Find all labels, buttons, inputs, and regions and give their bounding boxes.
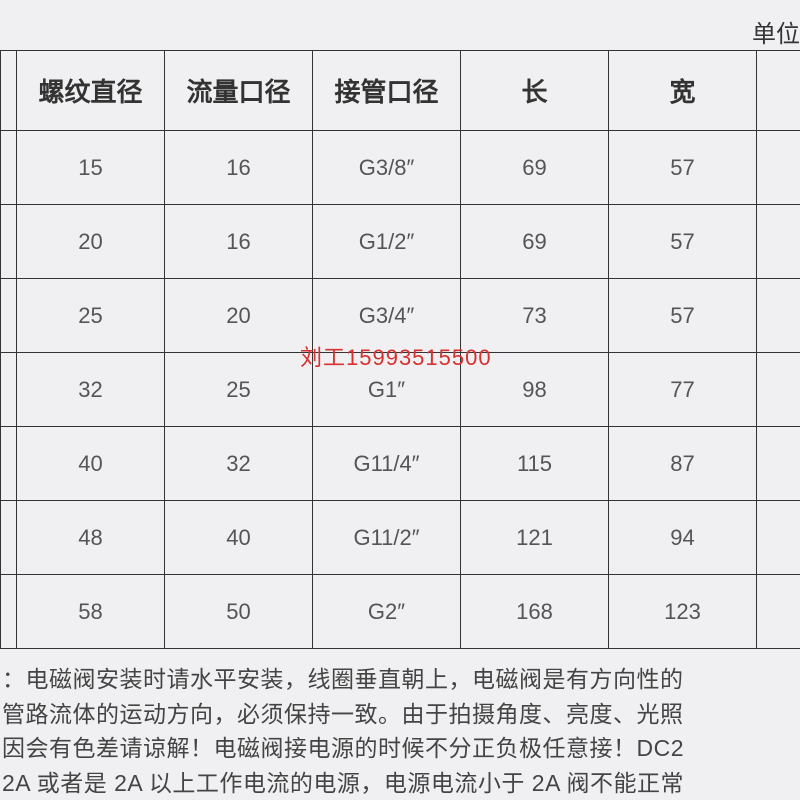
cell: 20 <box>165 279 313 353</box>
stub-cell <box>1 205 17 279</box>
col-header: 流量口径 <box>165 51 313 131</box>
cell: 58 <box>17 575 165 649</box>
cell: G1/2″ <box>313 205 461 279</box>
cell: G2″ <box>313 575 461 649</box>
col-header: 长 <box>461 51 609 131</box>
cell: 16 <box>165 205 313 279</box>
table-row: 40 32 G11/4″ 115 87 <box>1 427 800 501</box>
table-row: 48 40 G11/2″ 121 94 <box>1 501 800 575</box>
spec-table-container: 螺纹直径 流量口径 接管口径 长 宽 15 16 G3/8″ 69 57 20 <box>0 50 800 649</box>
cell: 77 <box>609 353 757 427</box>
stub-cell <box>1 427 17 501</box>
cell: 16 <box>165 131 313 205</box>
footnote-line: 管路流体的运动方向，必须保持一致。由于拍摄角度、亮度、光照 <box>2 697 798 732</box>
cell: 40 <box>165 501 313 575</box>
stub-cell <box>757 279 800 353</box>
table-row: 58 50 G2″ 168 123 <box>1 575 800 649</box>
table-row: 25 20 G3/4″ 73 57 <box>1 279 800 353</box>
stub-cell <box>1 131 17 205</box>
spec-table: 螺纹直径 流量口径 接管口径 长 宽 15 16 G3/8″ 69 57 20 <box>0 50 800 649</box>
cell: 69 <box>461 205 609 279</box>
cell: G3/4″ <box>313 279 461 353</box>
stub-cell <box>757 501 800 575</box>
cell: 57 <box>609 279 757 353</box>
cell: 57 <box>609 131 757 205</box>
cell: 69 <box>461 131 609 205</box>
cell: G3/8″ <box>313 131 461 205</box>
cell: 123 <box>609 575 757 649</box>
cell: 48 <box>17 501 165 575</box>
cell: 98 <box>461 353 609 427</box>
cell: 115 <box>461 427 609 501</box>
stub-cell <box>1 501 17 575</box>
cell: 94 <box>609 501 757 575</box>
cell: G11/4″ <box>313 427 461 501</box>
cell: 121 <box>461 501 609 575</box>
cell: 87 <box>609 427 757 501</box>
footnote-line: ：电磁阀安装时请水平安装，线圈垂直朝上，电磁阀是有方向性的 <box>2 662 798 697</box>
table-header-row: 螺纹直径 流量口径 接管口径 长 宽 <box>1 51 800 131</box>
stub-cell <box>757 575 800 649</box>
table-body: 15 16 G3/8″ 69 57 20 16 G1/2″ 69 57 25 2… <box>1 131 800 649</box>
table-row: 15 16 G3/8″ 69 57 <box>1 131 800 205</box>
col-header: 宽 <box>609 51 757 131</box>
unit-label: 单位 <box>752 14 800 49</box>
footnote-block: ：电磁阀安装时请水平安装，线圈垂直朝上，电磁阀是有方向性的 管路流体的运动方向，… <box>0 656 800 800</box>
cell: 32 <box>17 353 165 427</box>
cell: G1″ <box>313 353 461 427</box>
stub-cell <box>757 205 800 279</box>
stub-cell <box>1 575 17 649</box>
cell: 20 <box>17 205 165 279</box>
cell: 73 <box>461 279 609 353</box>
cell: 32 <box>165 427 313 501</box>
stub-cell <box>757 131 800 205</box>
cell: 25 <box>165 353 313 427</box>
cell: 168 <box>461 575 609 649</box>
header-stub-left <box>1 51 17 131</box>
stub-cell <box>757 353 800 427</box>
cell: 15 <box>17 131 165 205</box>
cell: G11/2″ <box>313 501 461 575</box>
table-row: 32 25 G1″ 98 77 <box>1 353 800 427</box>
col-header: 接管口径 <box>313 51 461 131</box>
header-stub-right <box>757 51 800 131</box>
cell: 25 <box>17 279 165 353</box>
footnote-line: 因会有色差请谅解！电磁阀接电源的时候不分正负极任意接！DC2 <box>2 731 798 766</box>
cell: 40 <box>17 427 165 501</box>
stub-cell <box>1 279 17 353</box>
table-row: 20 16 G1/2″ 69 57 <box>1 205 800 279</box>
cell: 57 <box>609 205 757 279</box>
col-header: 螺纹直径 <box>17 51 165 131</box>
cell: 50 <box>165 575 313 649</box>
stub-cell <box>757 427 800 501</box>
stub-cell <box>1 353 17 427</box>
footnote-line: 2A 或者是 2A 以上工作电流的电源，电源电流小于 2A 阀不能正常 <box>2 766 798 800</box>
